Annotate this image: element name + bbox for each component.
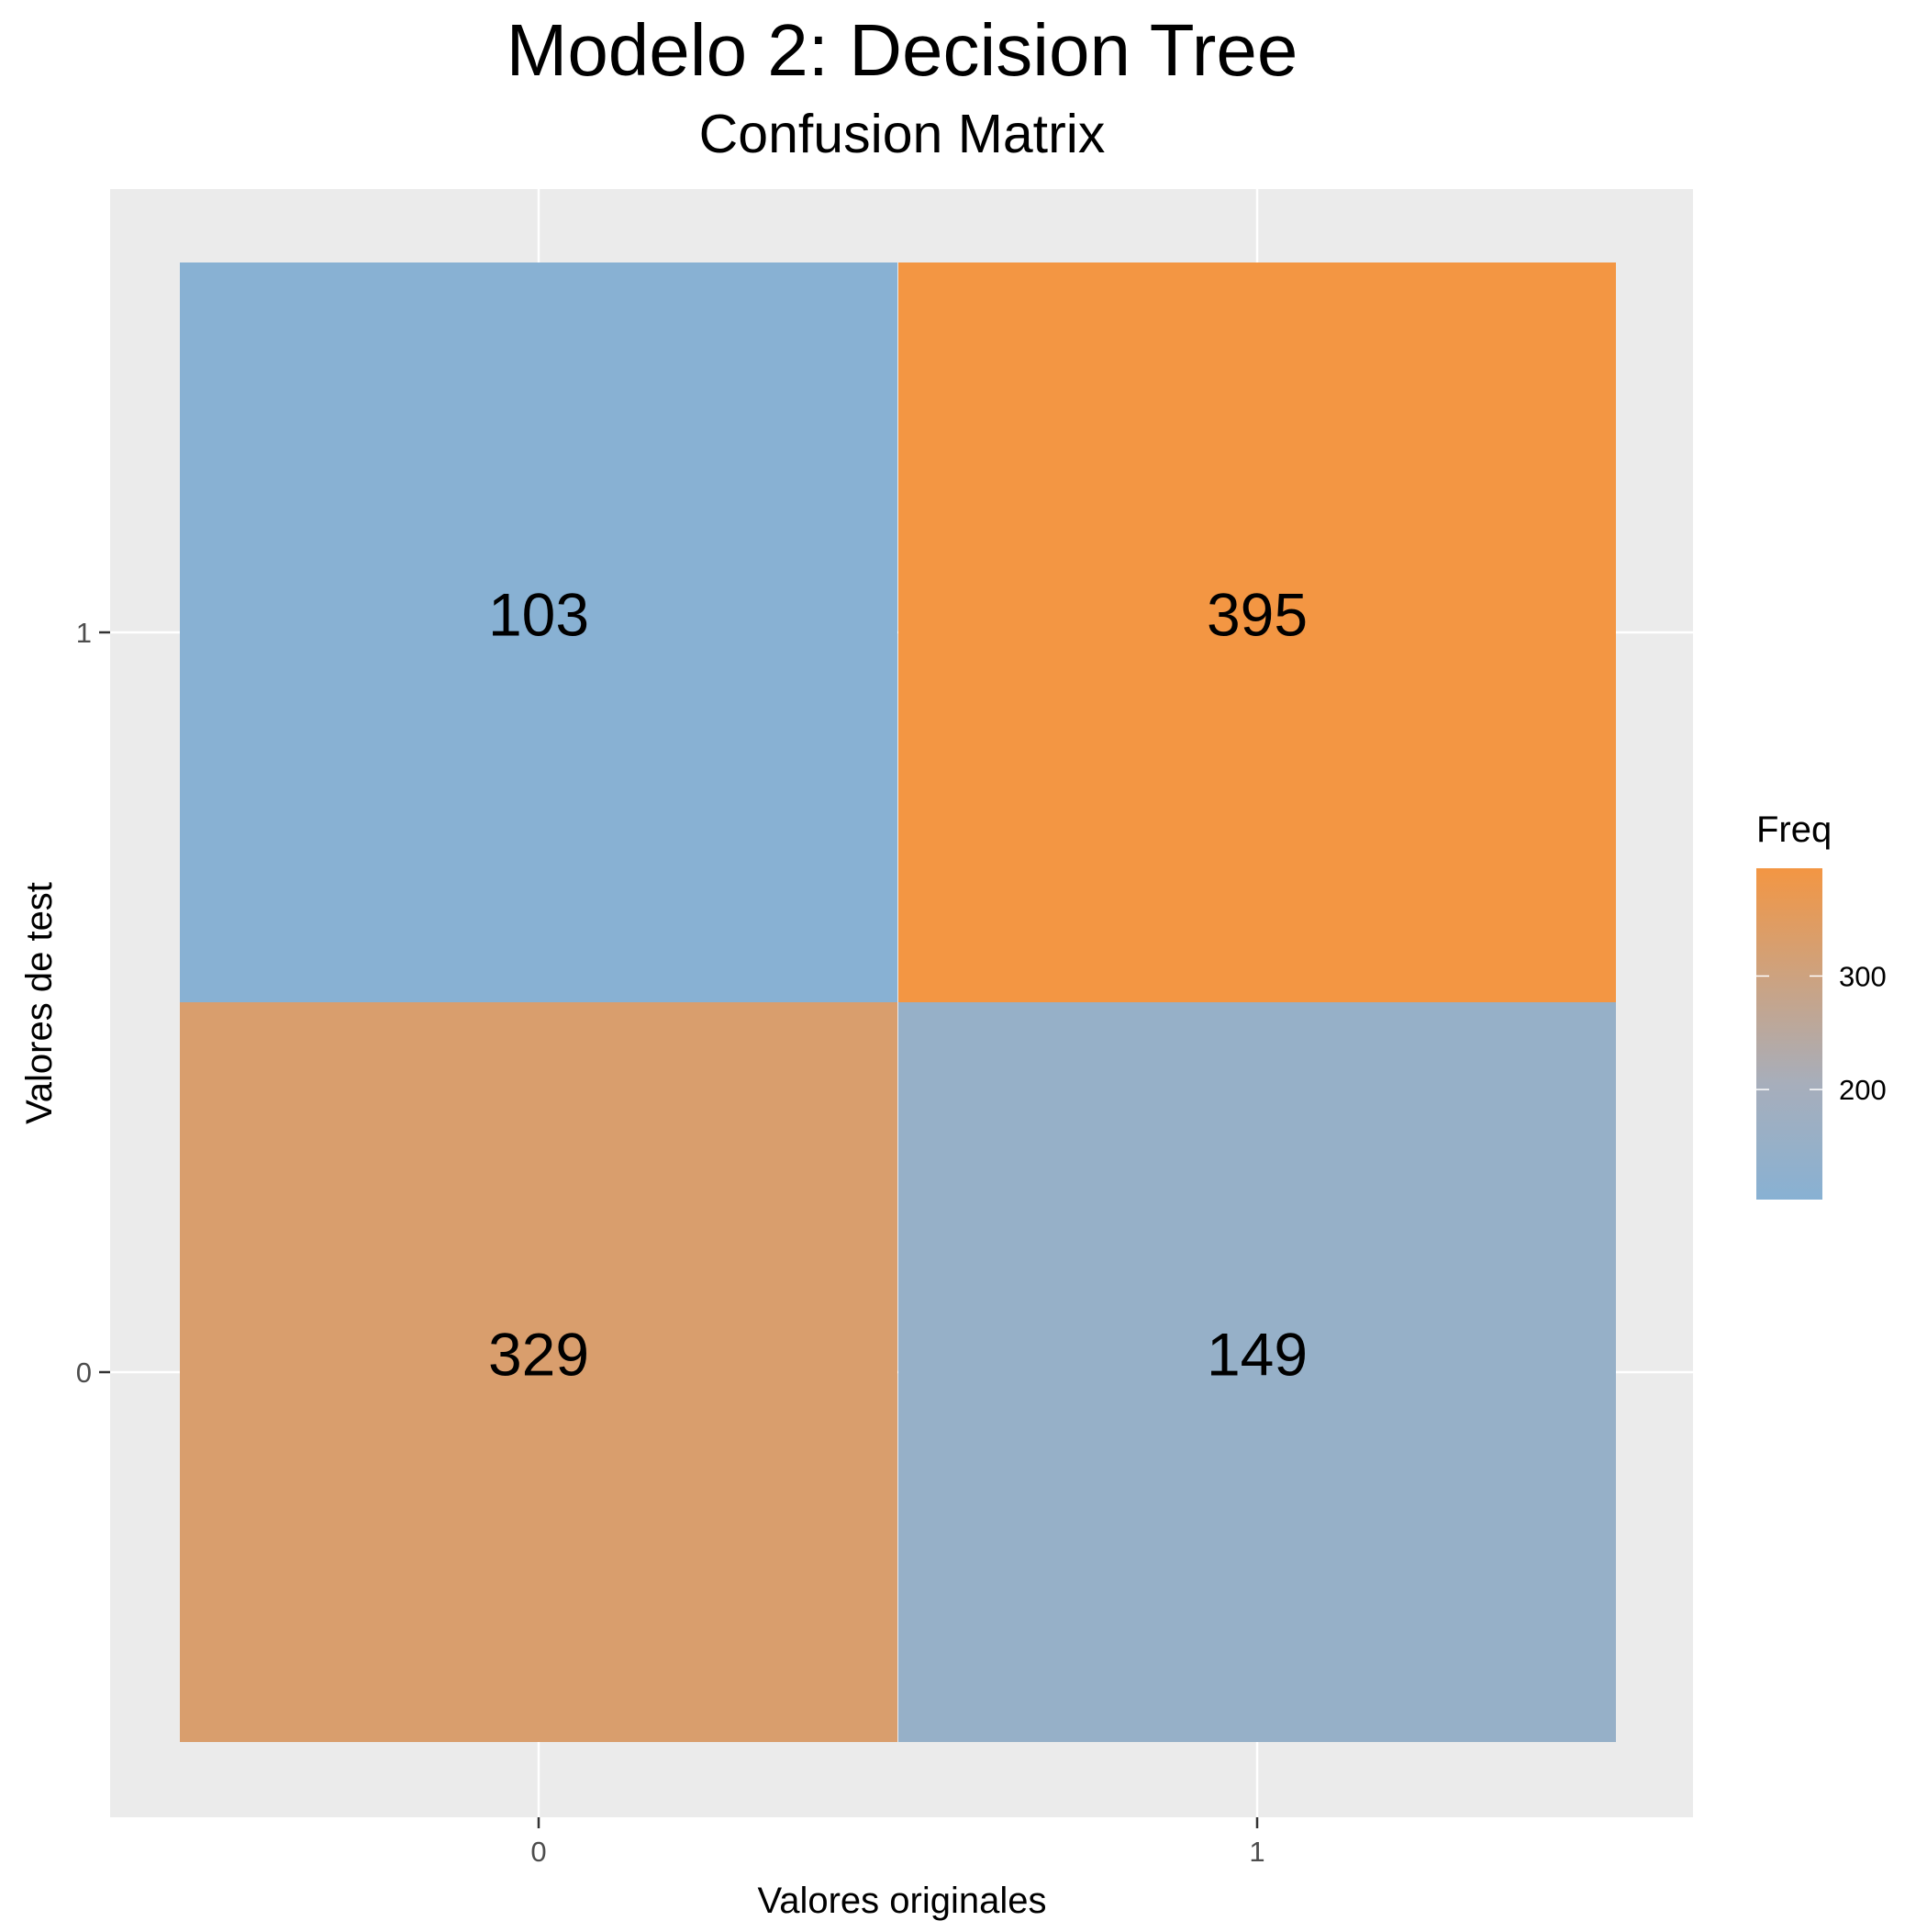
heatmap-cells xyxy=(180,262,1616,1742)
chart-subtitle: Confusion Matrix xyxy=(699,104,1106,164)
heatmap-cell-x0-y1 xyxy=(180,262,897,1002)
legend-title: Freq xyxy=(1756,810,1832,850)
cell-value-label: 103 xyxy=(488,580,589,648)
legend-tick-label: 200 xyxy=(1839,1074,1887,1106)
heatmap-cell-x0-y0 xyxy=(180,1002,897,1742)
cell-value-label: 395 xyxy=(1207,580,1308,648)
heatmap-cell-x1-y0 xyxy=(898,1002,1616,1742)
legend-tick-label: 300 xyxy=(1839,960,1887,992)
x-tick-label: 0 xyxy=(530,1836,546,1868)
cell-value-label: 149 xyxy=(1207,1320,1308,1388)
chart-title: Modelo 2: Decision Tree xyxy=(507,9,1298,91)
cell-value-label: 329 xyxy=(488,1320,589,1388)
legend-ticks: 200 300 xyxy=(1756,960,1887,1106)
x-axis-title: Valores originales xyxy=(758,1881,1047,1921)
y-tick-label: 0 xyxy=(76,1357,92,1389)
color-legend: Freq 200 300 xyxy=(1756,810,1887,1200)
y-tick-label: 1 xyxy=(76,617,92,649)
y-axis-ticks: 01 xyxy=(76,617,110,1389)
x-tick-label: 1 xyxy=(1249,1836,1264,1868)
cell-labels: 103 395 329 149 xyxy=(488,580,1308,1388)
y-axis-title: Valores de test xyxy=(19,882,60,1124)
legend-colorbar xyxy=(1756,868,1822,1200)
heatmap-cell-x1-y1 xyxy=(898,262,1616,1002)
